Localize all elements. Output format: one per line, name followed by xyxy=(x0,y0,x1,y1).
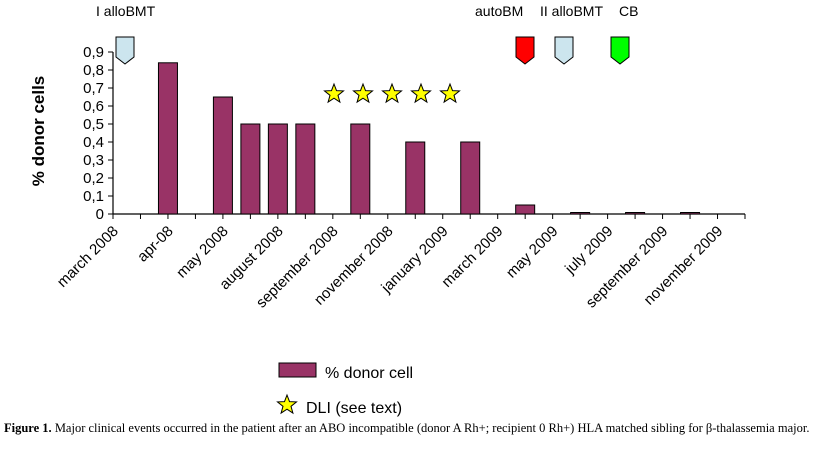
x-tick-label: may 2009 xyxy=(503,223,562,282)
bar xyxy=(460,141,481,215)
axes xyxy=(108,51,746,219)
bar xyxy=(350,123,371,215)
bars xyxy=(157,62,701,215)
y-axis-label: % donor cells xyxy=(29,76,48,187)
event-flag xyxy=(610,36,630,65)
bar xyxy=(157,62,178,215)
dli-star xyxy=(410,82,432,104)
dli-star xyxy=(381,82,403,104)
dli-stars xyxy=(323,82,461,104)
y-tick-label: 0,6 xyxy=(83,98,104,115)
legend-label: % donor cell xyxy=(325,365,413,382)
y-tick-labels: 00,10,20,30,40,50,60,70,80,9 xyxy=(83,44,104,223)
dli-star xyxy=(323,82,345,104)
event-label: CB xyxy=(619,3,638,19)
bar xyxy=(240,123,261,215)
event-label: I alloBMT xyxy=(96,3,156,19)
caption-prefix: Figure 1. xyxy=(4,421,52,435)
bar xyxy=(405,141,426,215)
legend-bar-swatch xyxy=(278,362,317,378)
bar xyxy=(570,212,591,215)
x-tick-label: may 2008 xyxy=(173,223,232,282)
bar xyxy=(267,123,288,215)
event-label: II alloBMT xyxy=(540,3,603,19)
event-label: autoBM xyxy=(475,3,523,19)
x-tick-label: apr-08 xyxy=(134,223,177,266)
dli-star xyxy=(352,82,374,104)
y-tick-label: 0,9 xyxy=(83,44,104,61)
event-flag xyxy=(554,36,574,65)
legend-star-icon xyxy=(276,393,298,415)
y-tick-label: 0,7 xyxy=(83,80,104,97)
donor-cells-chart: % donor cells 00,10,20,30,40,50,60,70,80… xyxy=(29,3,746,417)
event-flag xyxy=(115,36,135,65)
y-tick-label: 0,2 xyxy=(83,170,104,187)
y-tick-label: 0,8 xyxy=(83,62,104,79)
x-tick-label: july 2009 xyxy=(561,223,616,278)
y-tick-label: 0,3 xyxy=(83,152,104,169)
y-tick-label: 0,4 xyxy=(83,134,104,151)
bar xyxy=(212,96,233,215)
y-tick-label: 0,1 xyxy=(83,188,104,205)
y-tick-label: 0 xyxy=(96,206,104,223)
bar xyxy=(625,212,646,215)
bar xyxy=(295,123,316,215)
event-markers: I alloBMT autoBM II alloBMT CB xyxy=(96,3,638,65)
figure-caption: Figure 1. Major clinical events occurred… xyxy=(4,421,818,436)
legend: % donor cell DLI (see text) xyxy=(276,362,413,417)
caption-text: Major clinical events occurred in the pa… xyxy=(54,421,810,435)
bar xyxy=(680,212,701,215)
dli-star xyxy=(439,82,461,104)
event-flag xyxy=(515,36,535,65)
y-tick-label: 0,5 xyxy=(83,116,104,133)
bar xyxy=(515,204,536,215)
legend-label: DLI (see text) xyxy=(306,400,402,417)
x-tick-label: march 2008 xyxy=(54,223,122,291)
